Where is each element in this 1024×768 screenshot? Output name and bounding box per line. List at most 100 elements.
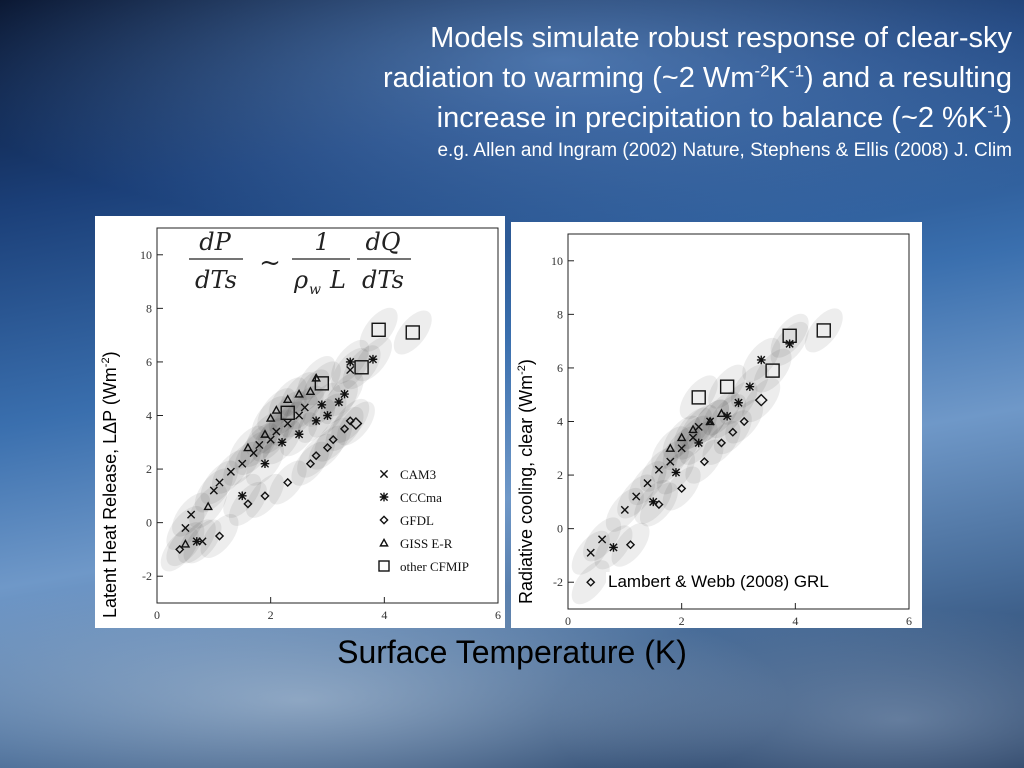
right-chart-panel: 0 2 4 6 -2 0 2 4 6 8 10 (511, 222, 922, 628)
data-point (345, 357, 355, 367)
data-point (311, 416, 321, 426)
data-point (666, 457, 675, 466)
data-point (654, 465, 664, 474)
data-point (745, 382, 755, 391)
x-tick-label: 6 (906, 614, 912, 628)
y-tick-label: 4 (557, 415, 563, 429)
data-point (226, 467, 235, 476)
reference-line: e.g. Allen and Ingram (2002) Nature, Ste… (437, 140, 1012, 161)
data-point (271, 405, 282, 414)
density-blob (245, 412, 284, 457)
data-point (187, 510, 196, 519)
data-point (688, 424, 698, 434)
legend-label: GFDL (400, 513, 434, 528)
density-blob (268, 460, 307, 505)
data-point (277, 437, 287, 447)
data-point (209, 486, 218, 495)
data-point (694, 422, 703, 431)
density-blob (228, 481, 267, 526)
data-point (311, 372, 321, 382)
equation-operator: ~ (259, 248, 281, 278)
data-point (294, 411, 304, 420)
density-blob (679, 375, 718, 420)
y-tick-label: 6 (146, 355, 152, 369)
x-tick-label: 4 (792, 614, 798, 628)
density-blob (325, 406, 364, 451)
series-other-cfmip (691, 323, 831, 405)
data-point (694, 438, 704, 448)
data-point (586, 577, 596, 587)
series-cam3 (586, 417, 715, 557)
data-point (215, 478, 224, 487)
data-point (620, 505, 629, 514)
density-blob (685, 439, 724, 484)
legend-label: GISS E-R (400, 536, 453, 551)
data-point (305, 459, 316, 469)
density-blob (393, 310, 432, 355)
density-blob (611, 522, 650, 567)
density-blob (336, 401, 375, 446)
data-point (328, 435, 338, 445)
y-tick-label: 4 (146, 409, 152, 423)
y-tick-label: 0 (146, 516, 152, 530)
density-blob (662, 466, 701, 511)
equation: dP dTs ~1ρ w LdQ dTs (189, 228, 411, 298)
series-cccma (192, 354, 378, 546)
equation-lhs-numerator: dP (199, 228, 231, 256)
data-point (243, 499, 253, 509)
equation-rhs-denominator: dTs (362, 266, 404, 294)
density-blob (245, 473, 284, 518)
data-point (340, 389, 349, 399)
data-point (785, 339, 794, 349)
left-scatter-plot: 0 2 4 6 -2 0 2 4 6 8 10 CAM3 CCCma GFDL GISS E-R other … (140, 227, 501, 622)
data-point (192, 537, 202, 546)
density-blob (297, 356, 336, 400)
legend-label: CAM3 (400, 467, 436, 482)
density-blob (251, 396, 290, 441)
right-scatter-plot: 0 2 4 6 -2 0 2 4 6 8 10 (551, 233, 912, 628)
data-point (314, 376, 330, 391)
density-blob (200, 514, 239, 559)
x-tick-label: 0 (565, 614, 571, 628)
data-point (237, 491, 247, 501)
density-blob (639, 482, 678, 527)
x-tick-label: 6 (495, 608, 501, 622)
data-point (598, 535, 607, 544)
x-tick-label: 2 (268, 608, 274, 622)
x-tick-label: 2 (679, 614, 685, 628)
data-point (280, 405, 295, 421)
data-point (654, 499, 664, 510)
data-point (676, 432, 687, 442)
data-point (260, 491, 270, 501)
y-tick-label: -2 (553, 575, 563, 589)
data-point (354, 360, 369, 375)
legend-marker (379, 492, 389, 502)
density-shading (571, 308, 843, 605)
data-point (238, 459, 247, 468)
data-point (665, 443, 676, 452)
data-point (300, 403, 309, 412)
equation-rho-subscript: w (309, 282, 321, 298)
data-point (334, 397, 344, 407)
x-tick-label: 4 (381, 608, 387, 622)
data-point (765, 363, 780, 378)
data-point (756, 355, 766, 365)
series-cccma (609, 339, 794, 552)
y-tick-label: 2 (557, 468, 563, 482)
density-blob (713, 410, 752, 455)
data-point (260, 459, 270, 469)
density-blob (804, 308, 843, 353)
data-point (203, 501, 213, 511)
series-giss-e-r (180, 372, 321, 548)
data-point (283, 477, 293, 488)
data-point (716, 408, 727, 418)
left-y-axis-label: Latent Heat Release, LΔP (Wm-2) (100, 351, 120, 618)
series-other-cfmip (280, 322, 420, 421)
data-point (648, 497, 658, 507)
data-point (722, 411, 732, 421)
data-point (214, 531, 225, 541)
y-tick-label: 10 (140, 248, 152, 262)
series-gfdl (175, 416, 363, 555)
data-point (175, 544, 185, 555)
data-point (323, 411, 332, 420)
